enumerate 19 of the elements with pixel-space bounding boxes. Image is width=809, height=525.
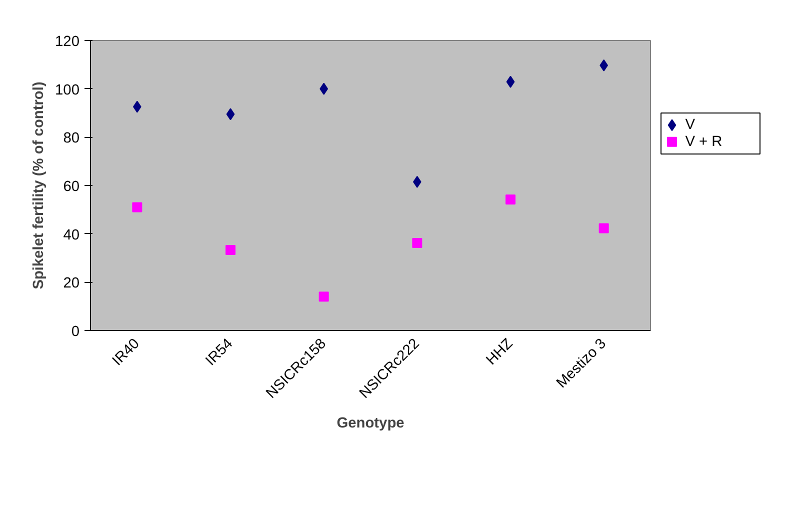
- point: [226, 245, 236, 256]
- point: [318, 292, 329, 302]
- point: [412, 238, 422, 248]
- y-tick-label: 100: [55, 82, 80, 98]
- y-tick-label: 20: [63, 276, 80, 292]
- point: [598, 223, 609, 234]
- y-tick-label: 60: [63, 179, 80, 195]
- point: [506, 76, 515, 88]
- point: [506, 194, 516, 205]
- y-tick-label: 80: [63, 130, 80, 147]
- legend-label: V: [685, 117, 696, 134]
- point: [226, 108, 235, 120]
- point: [132, 202, 142, 212]
- legend-label: V + R: [685, 134, 722, 150]
- y-axis-title: Spikelet fertility (% of control): [31, 82, 48, 290]
- y-tick-label: 40: [63, 227, 80, 244]
- x-axis-title: Genotype: [336, 416, 404, 432]
- y-tick-label: 120: [55, 34, 80, 50]
- y-tick-label: 0: [71, 324, 80, 340]
